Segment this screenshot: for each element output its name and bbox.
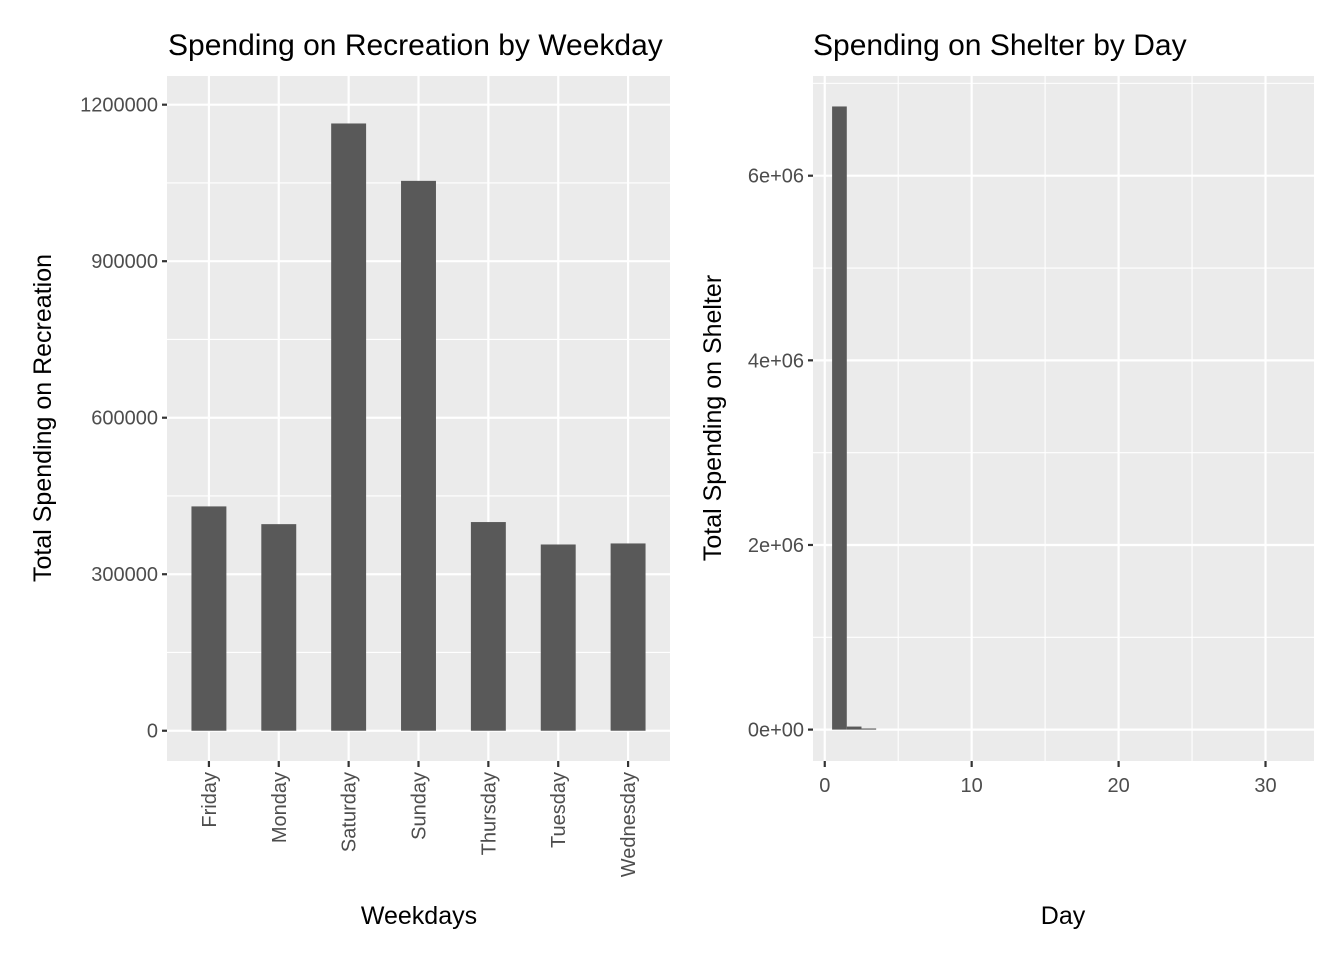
bar-sunday — [401, 180, 436, 731]
histogram-bar — [846, 726, 862, 730]
x-tick-label: Saturday — [339, 772, 361, 852]
x-tick-label: Tuesday — [548, 772, 570, 848]
recreation-y-axis-title: Total Spending on Recreation — [29, 254, 57, 582]
shelter-x-axis: 0 10 20 30 — [819, 761, 1277, 797]
x-tick-label: 20 — [1107, 775, 1129, 797]
bar-friday — [191, 506, 227, 731]
shelter-panel-background — [813, 76, 1314, 761]
recreation-x-axis-title: Weekdays — [361, 902, 477, 930]
y-tick-label: 0 — [147, 721, 158, 743]
bar-tuesday — [540, 544, 576, 731]
y-tick-label: 4e+06 — [748, 350, 804, 372]
shelter-chart: 0e+00 2e+06 4e+06 6e+06 0 10 20 30 Spending on… — [699, 29, 1314, 930]
x-tick-label: Friday — [199, 772, 221, 828]
shelter-bars — [832, 106, 877, 730]
y-tick-label: 0e+00 — [748, 720, 804, 742]
y-tick-label: 300000 — [91, 564, 158, 586]
x-tick-label: Monday — [269, 772, 291, 843]
histogram-bar — [832, 106, 847, 730]
bar-saturday — [331, 123, 367, 731]
x-tick-label: Sunday — [409, 772, 431, 840]
y-tick-label: 6e+06 — [748, 166, 804, 188]
y-tick-label: 900000 — [91, 251, 158, 273]
recreation-bars — [191, 123, 646, 731]
recreation-chart-title: Spending on Recreation by Weekday — [168, 29, 663, 62]
bar-wednesday — [610, 543, 646, 731]
shelter-y-axis-title: Total Spending on Shelter — [699, 275, 727, 561]
shelter-gridlines — [813, 76, 1314, 761]
shelter-chart-title: Spending on Shelter by Day — [813, 29, 1187, 62]
histogram-bar — [861, 728, 877, 730]
recreation-y-axis: 0 300000 600000 900000 1200000 — [80, 95, 167, 743]
x-tick-label: 0 — [819, 775, 830, 797]
recreation-chart: 0 300000 600000 900000 1200000 Friday Monday S… — [29, 29, 670, 930]
shelter-x-axis-title: Day — [1041, 902, 1086, 930]
x-tick-label: Thursday — [478, 772, 500, 855]
bar-thursday — [470, 522, 506, 731]
shelter-y-axis: 0e+00 2e+06 4e+06 6e+06 — [748, 166, 813, 742]
bar-monday — [261, 524, 297, 731]
y-tick-label: 2e+06 — [748, 535, 804, 557]
x-tick-label: Wednesday — [618, 772, 640, 877]
y-tick-label: 1200000 — [80, 95, 158, 117]
y-tick-label: 600000 — [91, 408, 158, 430]
x-tick-label: 30 — [1254, 775, 1276, 797]
recreation-x-axis: Friday Monday Saturday Sunday Thursday Tuesda… — [199, 761, 640, 877]
x-tick-label: 10 — [961, 775, 983, 797]
